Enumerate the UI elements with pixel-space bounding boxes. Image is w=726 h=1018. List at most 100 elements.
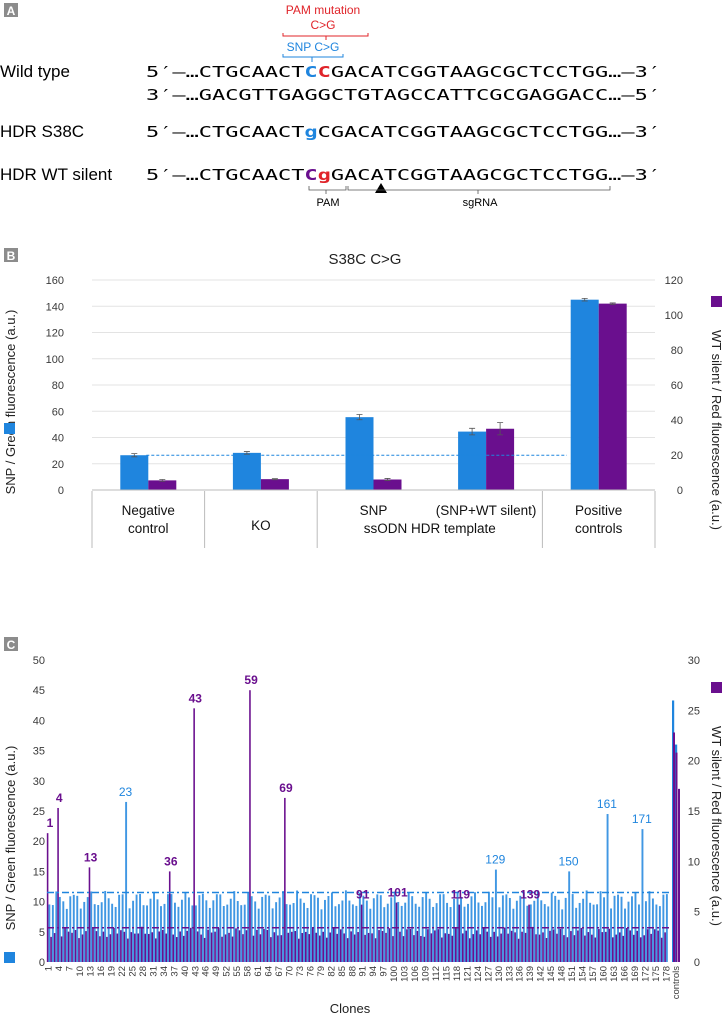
panel-b: B S38C C>G 0 20 40 60 80 100 120 140 160 0 20 40 60… (3, 248, 724, 548)
panel-c-xtick: 79 (316, 966, 327, 977)
panel-c-bar-snp (599, 891, 602, 962)
panel-c-bar-silent (336, 933, 338, 962)
panel-c-bar-silent (461, 933, 464, 962)
panel-c-bar-snp (187, 897, 190, 962)
panel-c-bar-silent (542, 932, 544, 962)
seq-hdr-s38c: 5′–… CTGCAACT g CGACATCGGTAAGCGCTCCTGG …–3′ (146, 123, 661, 141)
panel-c-bar-snp (177, 906, 180, 962)
panel-c-bar-silent (99, 936, 101, 962)
panel-c-bar-silent (493, 931, 495, 962)
panel-c-bar-snp (432, 906, 435, 962)
panel-b-error-bar (497, 422, 504, 436)
panel-c-silent-clone-label: 139 (520, 888, 540, 902)
panel-c-bar-snp (390, 897, 393, 962)
panel-c-silent-clone-label: 91 (356, 888, 370, 902)
panel-c-bar-snp (411, 896, 414, 962)
panel-c-snp-clone-label: 171 (632, 812, 652, 826)
panel-c-bar-snp (107, 898, 110, 962)
panel-c-bar-silent (510, 930, 513, 962)
panel-c-xtick: 10 (75, 966, 86, 977)
panel-c-bar-snp (589, 902, 592, 962)
panel-c-bar-snp (575, 907, 578, 962)
panel-c-bar-silent (238, 930, 241, 962)
panel-c-bar-silent (444, 933, 447, 962)
panel-c-bar-silent (629, 930, 632, 962)
panel-c-xtick: 169 (630, 966, 641, 982)
panel-b-y2tick: 100 (665, 310, 683, 322)
panel-c-bar-silent (531, 926, 534, 962)
panel-c-bar-snp (508, 898, 511, 962)
panel-c-bar-snp (637, 904, 640, 962)
panel-c-bar-silent (203, 937, 206, 962)
panel-c-bar-snp (142, 905, 145, 962)
panel-c-bar-snp (222, 906, 225, 962)
panel-c-bar-snp (163, 903, 166, 962)
panel-c-y2tick: 20 (688, 756, 700, 768)
panel-c-bar-silent (388, 928, 391, 962)
panel-c-bar-snp (428, 898, 431, 962)
panel-b-y2tick: 40 (671, 415, 683, 427)
panel-b-cat-label: (SNP+WT silent) (436, 503, 537, 518)
panel-c-bar-silent (214, 931, 216, 962)
panel-c-bar-silent (78, 938, 80, 962)
panel-c-bar-snp (414, 903, 417, 962)
panel-b-ytick: 80 (52, 380, 64, 392)
panel-c-bar-snp (275, 902, 278, 962)
panel-c-bar-snp (529, 904, 532, 962)
panel-c-bar-silent (549, 930, 551, 962)
panel-c-bar-silent (151, 932, 154, 962)
panel-c-bar-snp (100, 902, 103, 962)
row-label-wild-type: Wild type (0, 62, 70, 81)
s38c-snp-base: g (304, 123, 317, 141)
panel-b-cat-label-line2: control (128, 521, 169, 536)
panel-c-bar-silent (632, 934, 635, 962)
panel-b-cat-label: Positive (575, 503, 622, 518)
panel-b-ytick: 40 (52, 433, 64, 445)
panel-c-bar-silent (270, 937, 272, 962)
panel-c-bar-silent (57, 807, 59, 962)
panel-c-bar-silent (437, 929, 440, 962)
panel-c-snp-clone-label: 161 (597, 797, 617, 811)
panel-c-xtick: 4 (54, 966, 65, 971)
panel-c-bar-silent (479, 934, 482, 962)
panel-b-tag: B (7, 249, 16, 263)
panel-c-y2tick: 25 (688, 705, 700, 717)
panel-c-bar-snp (219, 894, 222, 962)
panel-c-bar-snp (494, 869, 497, 962)
panel-c-bar-silent (434, 930, 436, 962)
panel-c-bar-snp (404, 902, 407, 962)
panel-b-bar-snp (345, 417, 374, 490)
panel-c-bar-silent (364, 934, 366, 962)
panel-a: A PAM mutation C>G SNP C>G Wild type 5′–… (0, 3, 661, 209)
panel-c-bar-silent (207, 929, 209, 962)
panel-c-bar-silent (441, 937, 443, 962)
panel-c-bar-snp (400, 905, 403, 962)
panel-c-bar-snp (582, 898, 585, 962)
panel-c-xtick: 151 (567, 966, 578, 982)
panel-c-bar-silent (430, 933, 433, 962)
panel-c-bar-silent (172, 934, 174, 962)
panel-c-bar-silent (294, 931, 297, 962)
panel-c-bar-snp (69, 896, 72, 962)
panel-c-bar-silent (448, 933, 450, 962)
panel-c-bar-silent (521, 931, 523, 962)
panel-c-xtick: 103 (400, 966, 411, 982)
panel-c-xtick: 166 (619, 966, 630, 982)
panel-c-bar-silent (357, 932, 359, 962)
panel-b-error-bar (271, 478, 278, 481)
panel-c-bar-snp (383, 907, 386, 962)
panel-c-bar-snp (160, 906, 162, 962)
panel-c-bar-snp (153, 891, 155, 962)
panel-c-bar-silent (507, 933, 509, 962)
panel-c-bar-silent (416, 930, 419, 962)
panel-b-y2tick: 120 (665, 275, 683, 287)
seq-wild-type-bottom: 3′–… GACGTTGAGGCTGTAGCCATTCGCGAGGACC …–5′ (146, 86, 661, 104)
panel-c-bar-silent (245, 930, 248, 962)
panel-c-xtick: 22 (117, 966, 128, 977)
panel-c-bar-silent (339, 929, 342, 962)
panel-c-bar-snp (449, 907, 452, 962)
panel-c-bar-snp (243, 904, 246, 962)
panel-c-bar-snp (603, 897, 606, 962)
panel-c-bar-snp (435, 903, 438, 962)
panel-c-bar-snp (533, 900, 536, 962)
